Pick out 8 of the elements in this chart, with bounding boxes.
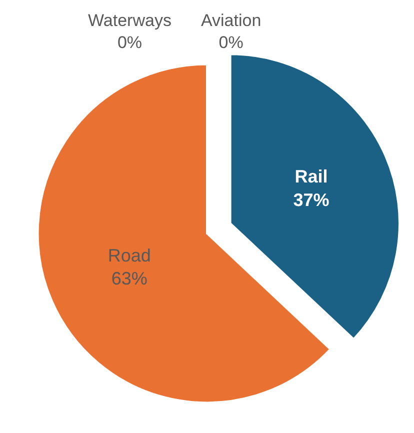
text: 0% <box>218 33 244 52</box>
category-label: Waterways <box>88 11 172 30</box>
slice-label: Road <box>108 245 151 266</box>
category-label: Aviation <box>201 11 262 30</box>
data-label: 37% <box>293 190 330 210</box>
data-label: 63% <box>111 268 148 289</box>
text: 0% <box>117 33 142 52</box>
slice-label: Rail <box>294 166 328 187</box>
